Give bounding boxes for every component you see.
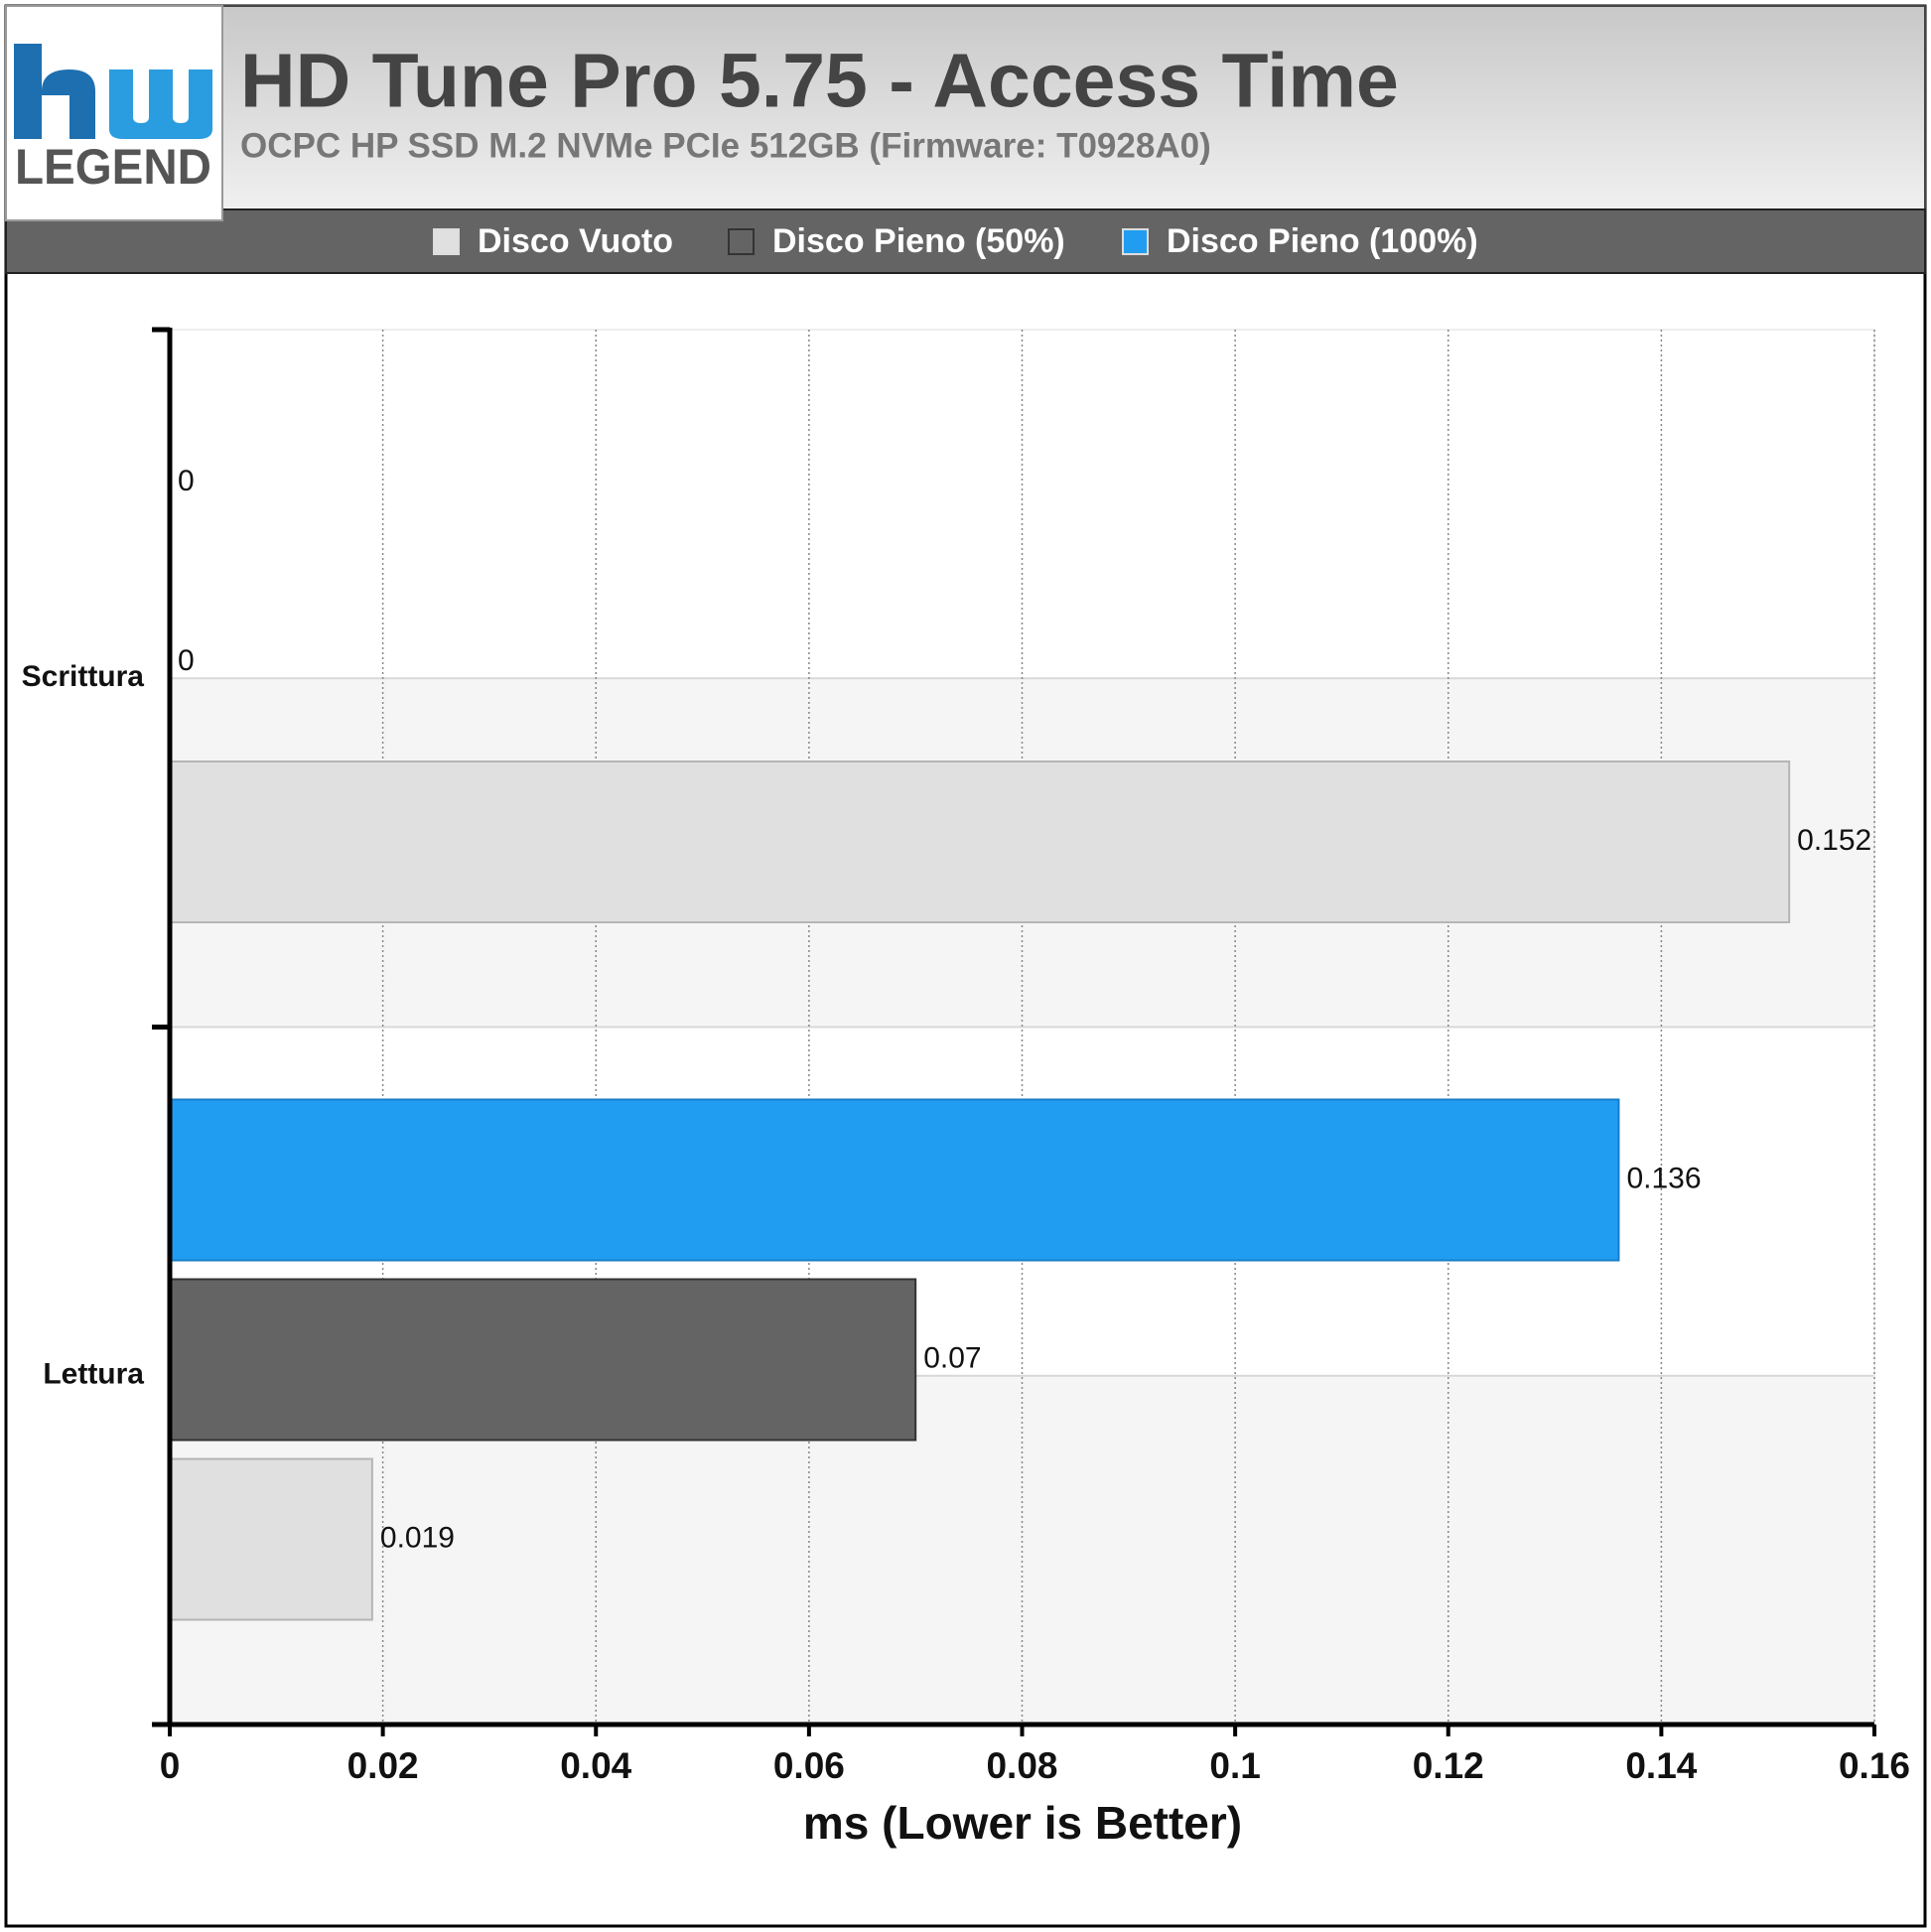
legend-swatch bbox=[1122, 228, 1149, 255]
bar bbox=[169, 760, 1791, 923]
value-label: 0.136 bbox=[1626, 1162, 1701, 1194]
bar bbox=[169, 1457, 373, 1621]
x-tick-label: 0.04 bbox=[560, 1745, 631, 1786]
legend-bar bbox=[5, 208, 1926, 274]
legend-swatch bbox=[433, 228, 460, 255]
x-tick-label: 0.16 bbox=[1839, 1745, 1910, 1786]
legend-label: Disco Vuoto bbox=[478, 222, 673, 260]
x-tick-label: 0.12 bbox=[1413, 1745, 1484, 1786]
value-label: 0 bbox=[178, 644, 195, 677]
legend-label: Disco Pieno (100%) bbox=[1167, 222, 1478, 260]
logo-text: LEGEND bbox=[15, 139, 211, 195]
bar bbox=[169, 1278, 917, 1442]
bar bbox=[169, 1098, 1620, 1262]
y-tick-label: Lettura bbox=[43, 1358, 144, 1391]
x-axis-label: ms (Lower is Better) bbox=[803, 1797, 1242, 1849]
header bbox=[5, 5, 1926, 210]
x-tick-label: 0.06 bbox=[773, 1745, 845, 1786]
y-tick-label: Scrittura bbox=[22, 660, 145, 693]
x-tick-label: 0.1 bbox=[1209, 1745, 1260, 1786]
value-label: 0.07 bbox=[923, 1341, 981, 1374]
value-label: 0.019 bbox=[380, 1521, 455, 1554]
x-tick-label: 0 bbox=[160, 1745, 181, 1786]
value-label: 0.152 bbox=[1797, 824, 1871, 857]
x-tick-label: 0.14 bbox=[1625, 1745, 1697, 1786]
chart-subtitle: OCPC HP SSD M.2 NVMe PCIe 512GB (Firmwar… bbox=[240, 126, 1211, 165]
legend-label: Disco Pieno (50%) bbox=[772, 222, 1065, 260]
x-tick-label: 0.08 bbox=[986, 1745, 1057, 1786]
logo: LEGEND bbox=[5, 5, 223, 221]
value-label: 0 bbox=[178, 465, 195, 497]
x-tick-label: 0.02 bbox=[347, 1745, 419, 1786]
chart-title: HD Tune Pro 5.75 - Access Time bbox=[240, 38, 1399, 123]
legend-swatch bbox=[728, 228, 755, 255]
